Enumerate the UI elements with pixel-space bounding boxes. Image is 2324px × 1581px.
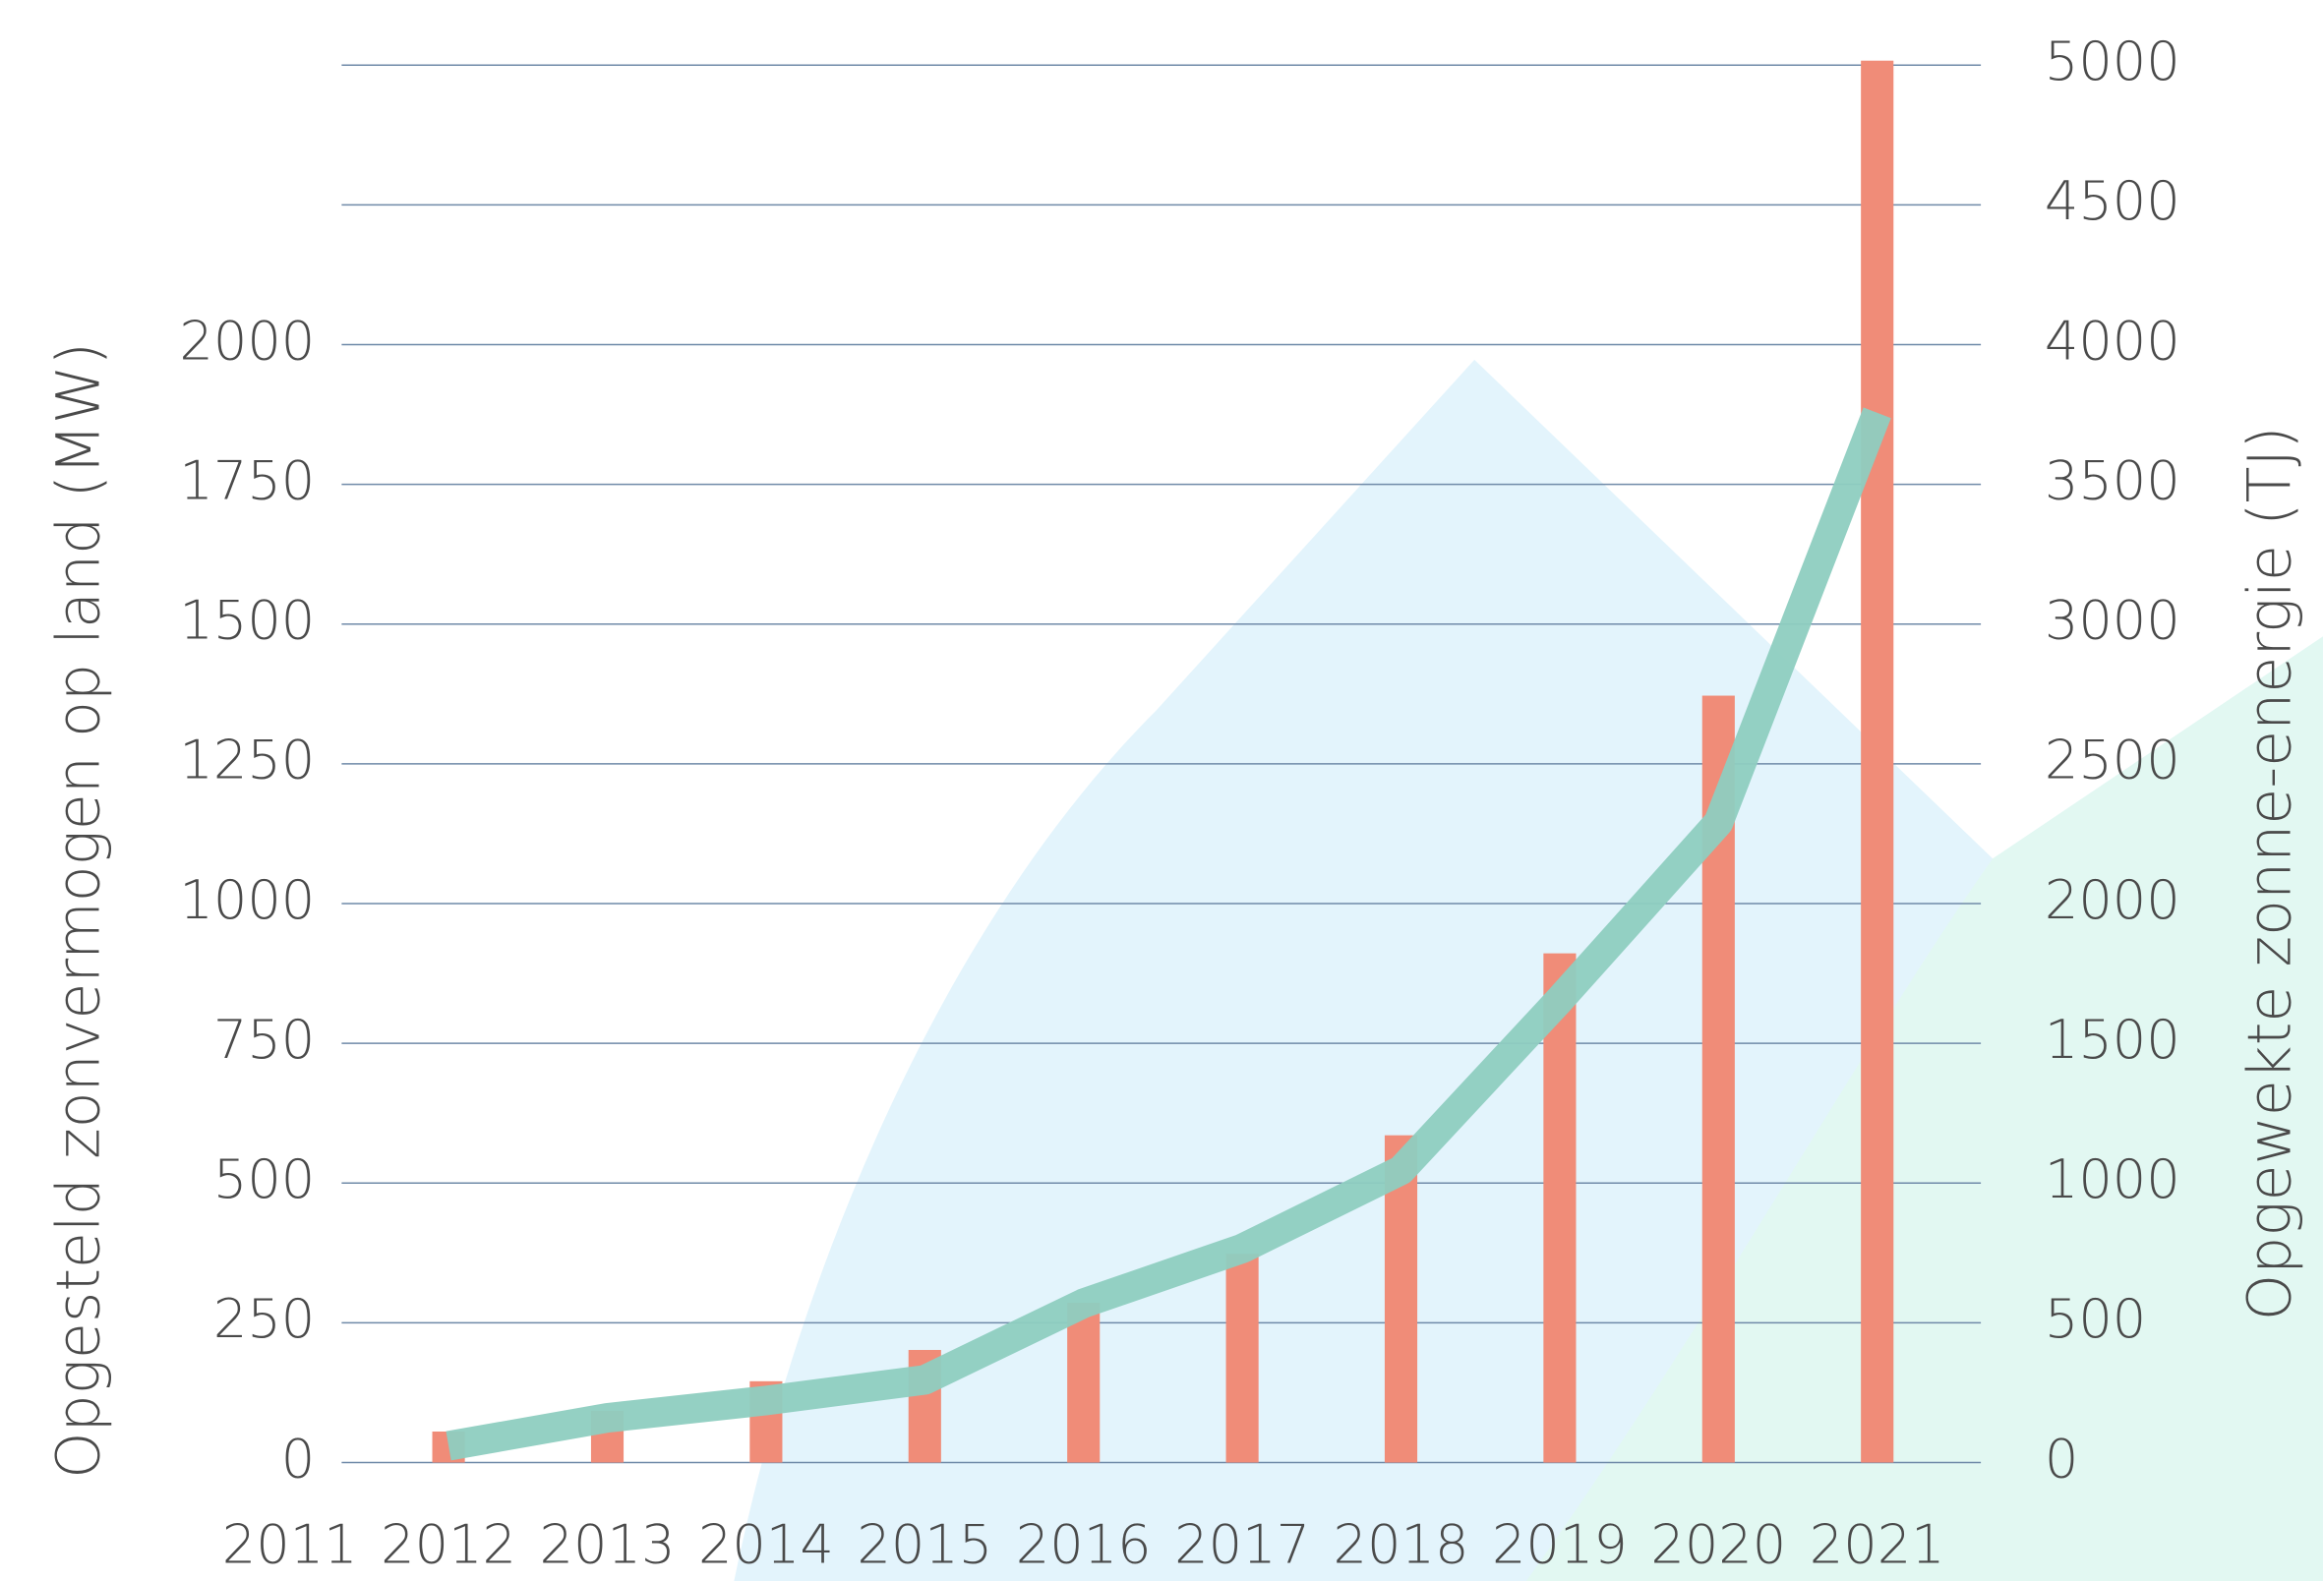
x-tick-label: 2014 [698,1514,834,1576]
bar [1543,953,1577,1463]
bar [1067,1302,1101,1463]
y-tick-label: 1250 [179,730,315,791]
y-tick-label: 1000 [179,869,315,931]
y-tick-label: 1750 [179,449,315,511]
y2-tick-label: 3500 [2045,449,2180,511]
y2-tick-label: 500 [2045,1288,2146,1350]
bar [1861,60,1894,1463]
x-tick-label: 2020 [1650,1514,1786,1576]
x-tick-label: 2016 [1016,1514,1152,1576]
y-tick-label: 750 [213,1009,315,1071]
y-tick-label: 0 [281,1428,315,1490]
y2-tick-label: 4000 [2045,310,2180,372]
y2-tick-label: 3000 [2045,590,2180,652]
y2-axis-title: Opgewekte zonne-energie (TJ) [2236,426,2305,1320]
y-tick-label: 2000 [179,310,315,372]
x-tick-label: 2018 [1334,1514,1469,1576]
y2-tick-label: 0 [2045,1428,2078,1490]
x-tick-label: 2015 [857,1514,992,1576]
x-tick-label: 2021 [1810,1514,1945,1576]
y2-tick-label: 5000 [2045,30,2180,92]
y2-tick-label: 1500 [2045,1009,2180,1071]
y2-tick-label: 1000 [2045,1148,2180,1210]
x-tick-label: 2017 [1174,1514,1310,1576]
x-tick-label: 2013 [540,1514,676,1576]
x-tick-label: 2019 [1492,1514,1628,1576]
y-tick-label: 500 [213,1148,315,1210]
y-axis-title: Opgesteld zonvermogen op land (MW) [44,342,113,1479]
y-tick-label: 1500 [179,590,315,652]
bar [1225,1254,1259,1463]
y-tick-label: 250 [213,1288,315,1350]
x-tick-label: 2011 [222,1514,358,1576]
y2-tick-label: 4500 [2045,170,2180,232]
x-tick-label: 2012 [381,1514,516,1576]
y2-tick-label: 2000 [2045,869,2180,931]
background-decoration [734,359,2323,1581]
y2-tick-label: 2500 [2045,730,2180,791]
line [446,407,1891,1461]
